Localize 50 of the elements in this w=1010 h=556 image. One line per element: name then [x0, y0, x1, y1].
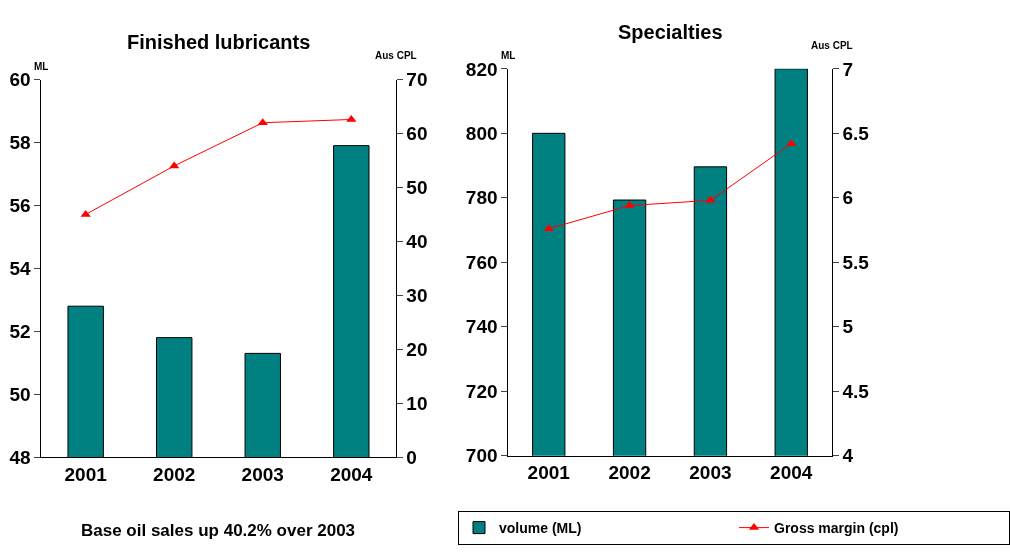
y2-axis-title: Aus CPL — [375, 50, 417, 61]
y-tick-label: 58 — [9, 132, 31, 154]
y2-axis-title: Aus CPL — [811, 40, 853, 51]
legend-label: volume (ML) — [499, 520, 582, 537]
y2-tick-label: 5.5 — [842, 251, 870, 273]
y-tick-label: 56 — [9, 195, 31, 217]
y2-tick-label: 4.5 — [842, 380, 870, 402]
y-tick-label: 48 — [9, 446, 31, 468]
x-tick-label: 2003 — [241, 464, 284, 486]
x-tick-label: 2001 — [527, 462, 571, 484]
point — [80, 209, 91, 217]
point — [346, 114, 357, 122]
y-tick-label: 800 — [465, 122, 498, 144]
y2-tick-label: 6.5 — [842, 122, 870, 144]
y-axis-title: ML — [34, 61, 49, 72]
y2-tick-label: 30 — [406, 285, 428, 307]
y2-tick-label: 20 — [406, 338, 428, 360]
y-tick-label: 50 — [9, 383, 31, 405]
chart-title: Specialties — [618, 21, 723, 43]
y-tick-label: 820 — [465, 58, 498, 80]
y-tick-label: 780 — [465, 187, 498, 209]
x-tick-label: 2003 — [689, 462, 732, 484]
y-tick-label: 740 — [465, 316, 498, 338]
y2-tick-label: 40 — [406, 231, 428, 253]
chart-title: Finished lubricants — [127, 31, 311, 53]
y2-tick-label: 0 — [406, 446, 417, 468]
x-tick-label: 2004 — [770, 462, 813, 484]
x-tick-label: 2002 — [608, 462, 651, 484]
y-tick-label: 54 — [9, 258, 32, 280]
point — [705, 195, 716, 203]
point — [169, 161, 180, 169]
text: Base oil sales up 40.2% over 2003 — [81, 521, 356, 540]
y-axis-title: ML — [501, 50, 516, 61]
y-tick-label: 60 — [9, 69, 31, 91]
y2-tick-label: 5 — [842, 316, 854, 338]
y-tick-label: 52 — [9, 321, 31, 343]
x-tick-label: 2002 — [153, 464, 196, 486]
y-tick-label: 720 — [465, 380, 498, 402]
y-tick-label: 700 — [465, 445, 498, 467]
y-tick-label: 760 — [465, 251, 498, 273]
y2-tick-label: 7 — [842, 58, 854, 80]
y2-tick-label: 10 — [406, 392, 428, 414]
x-tick-label: 2004 — [330, 464, 373, 486]
y2-tick-label: 6 — [842, 187, 854, 209]
y2-tick-label: 4 — [842, 445, 854, 467]
x-tick-label: 2001 — [64, 464, 108, 486]
y2-tick-label: 60 — [406, 123, 428, 145]
y2-tick-label: 50 — [406, 177, 428, 199]
legend-label: Gross margin (cpl) — [774, 520, 899, 537]
y2-tick-label: 70 — [406, 69, 428, 91]
